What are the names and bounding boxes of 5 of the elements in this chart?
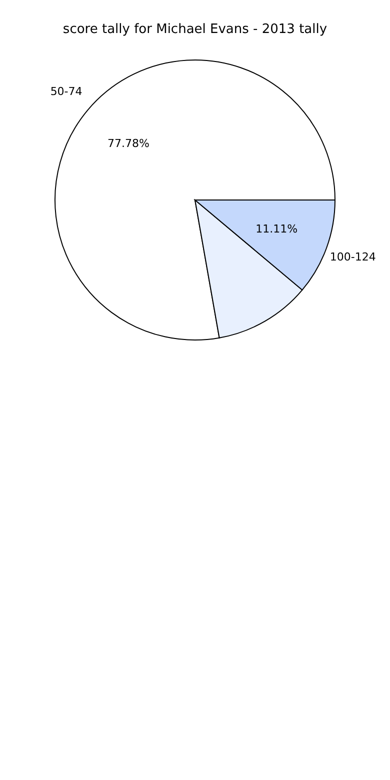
chart-title: score tally for Michael Evans - 2013 tally: [62, 22, 328, 37]
slice-label: 100-124: [330, 250, 376, 264]
data-label: 11.11%: [256, 222, 298, 236]
slice-label: 50-74: [50, 85, 82, 98]
data-label: 77.78%: [108, 137, 150, 150]
